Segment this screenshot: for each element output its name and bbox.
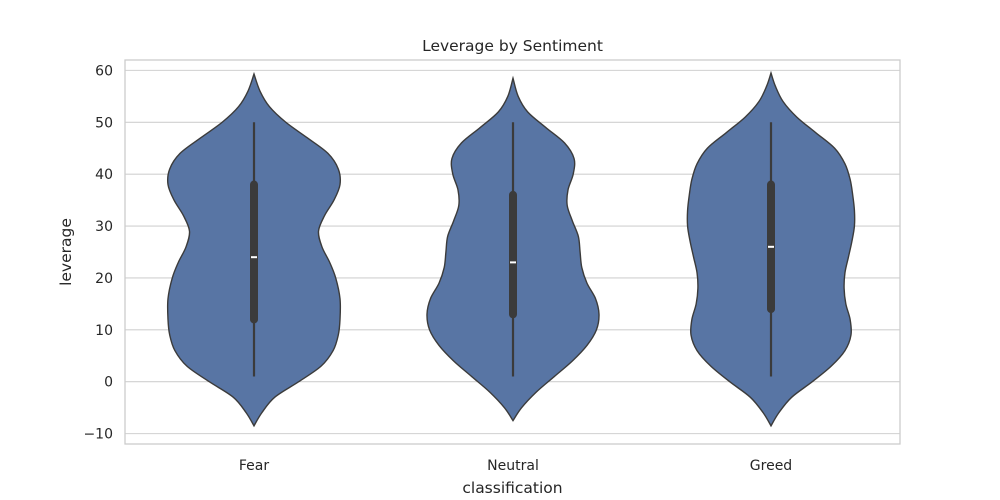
y-tick-label: −10 <box>83 427 113 443</box>
y-tick-label: 40 <box>95 167 113 183</box>
x-tick-labels: Fear Neutral Greed <box>239 458 792 474</box>
x-tick-label: Neutral <box>487 458 539 474</box>
x-tick-label: Greed <box>750 458 792 474</box>
y-axis-title: leverage <box>57 218 75 286</box>
violins <box>166 70 856 428</box>
plot-frame <box>124 59 901 445</box>
violin-greed <box>686 70 856 428</box>
y-tick-label: 60 <box>95 63 113 79</box>
y-tick-label: 20 <box>95 271 113 287</box>
violin-fear <box>166 71 342 428</box>
x-axis-title: classification <box>462 479 562 497</box>
y-tick-label: 30 <box>95 219 113 235</box>
violin-neutral <box>426 75 600 422</box>
x-tick-label: Fear <box>239 458 269 474</box>
chart-title: Leverage by Sentiment <box>422 37 603 55</box>
y-tick-labels: −10 0 10 20 30 40 50 60 <box>83 63 113 442</box>
y-tick-label: 10 <box>95 323 113 339</box>
y-tick-label: 0 <box>104 375 113 391</box>
y-tick-label: 50 <box>95 115 113 131</box>
